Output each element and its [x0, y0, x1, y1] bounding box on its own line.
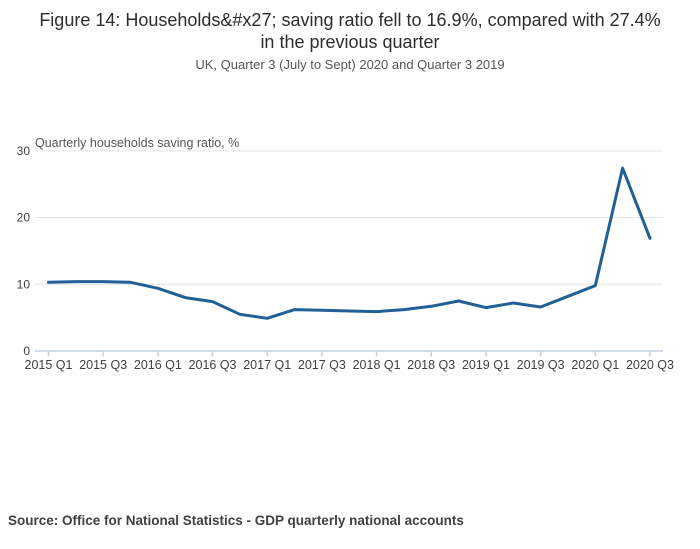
x-tick-label: 2015 Q3 [79, 358, 127, 372]
x-tick-label: 2019 Q3 [517, 358, 565, 372]
x-tick-label: 2016 Q3 [189, 358, 237, 372]
x-tick-label: 2015 Q1 [25, 358, 73, 372]
saving-ratio-line [47, 166, 652, 320]
figure-source: Source: Office for National Statistics -… [8, 513, 464, 528]
figure-subtitle: UK, Quarter 3 (July to Sept) 2020 and Qu… [195, 57, 505, 72]
x-tick-label: 2017 Q1 [243, 358, 291, 372]
x-tick-label: 2018 Q1 [353, 358, 401, 372]
x-tick-label: 2020 Q3 [626, 358, 674, 372]
y-tick-label: 0 [23, 344, 30, 358]
figure-title: Figure 14: Households&#x27; saving ratio… [39, 10, 661, 52]
y-tick-label: 10 [17, 277, 31, 291]
y-tick-label: 30 [17, 144, 31, 158]
x-tick-label: 2019 Q1 [462, 358, 510, 372]
series-axis-label: Quarterly households saving ratio, % [35, 136, 239, 150]
x-tick-label: 2017 Q3 [298, 358, 346, 372]
x-tick-label: 2018 Q3 [407, 358, 455, 372]
y-tick-label: 20 [17, 211, 31, 225]
x-tick-label: 2020 Q1 [571, 358, 619, 372]
x-tick-label: 2016 Q1 [134, 358, 182, 372]
